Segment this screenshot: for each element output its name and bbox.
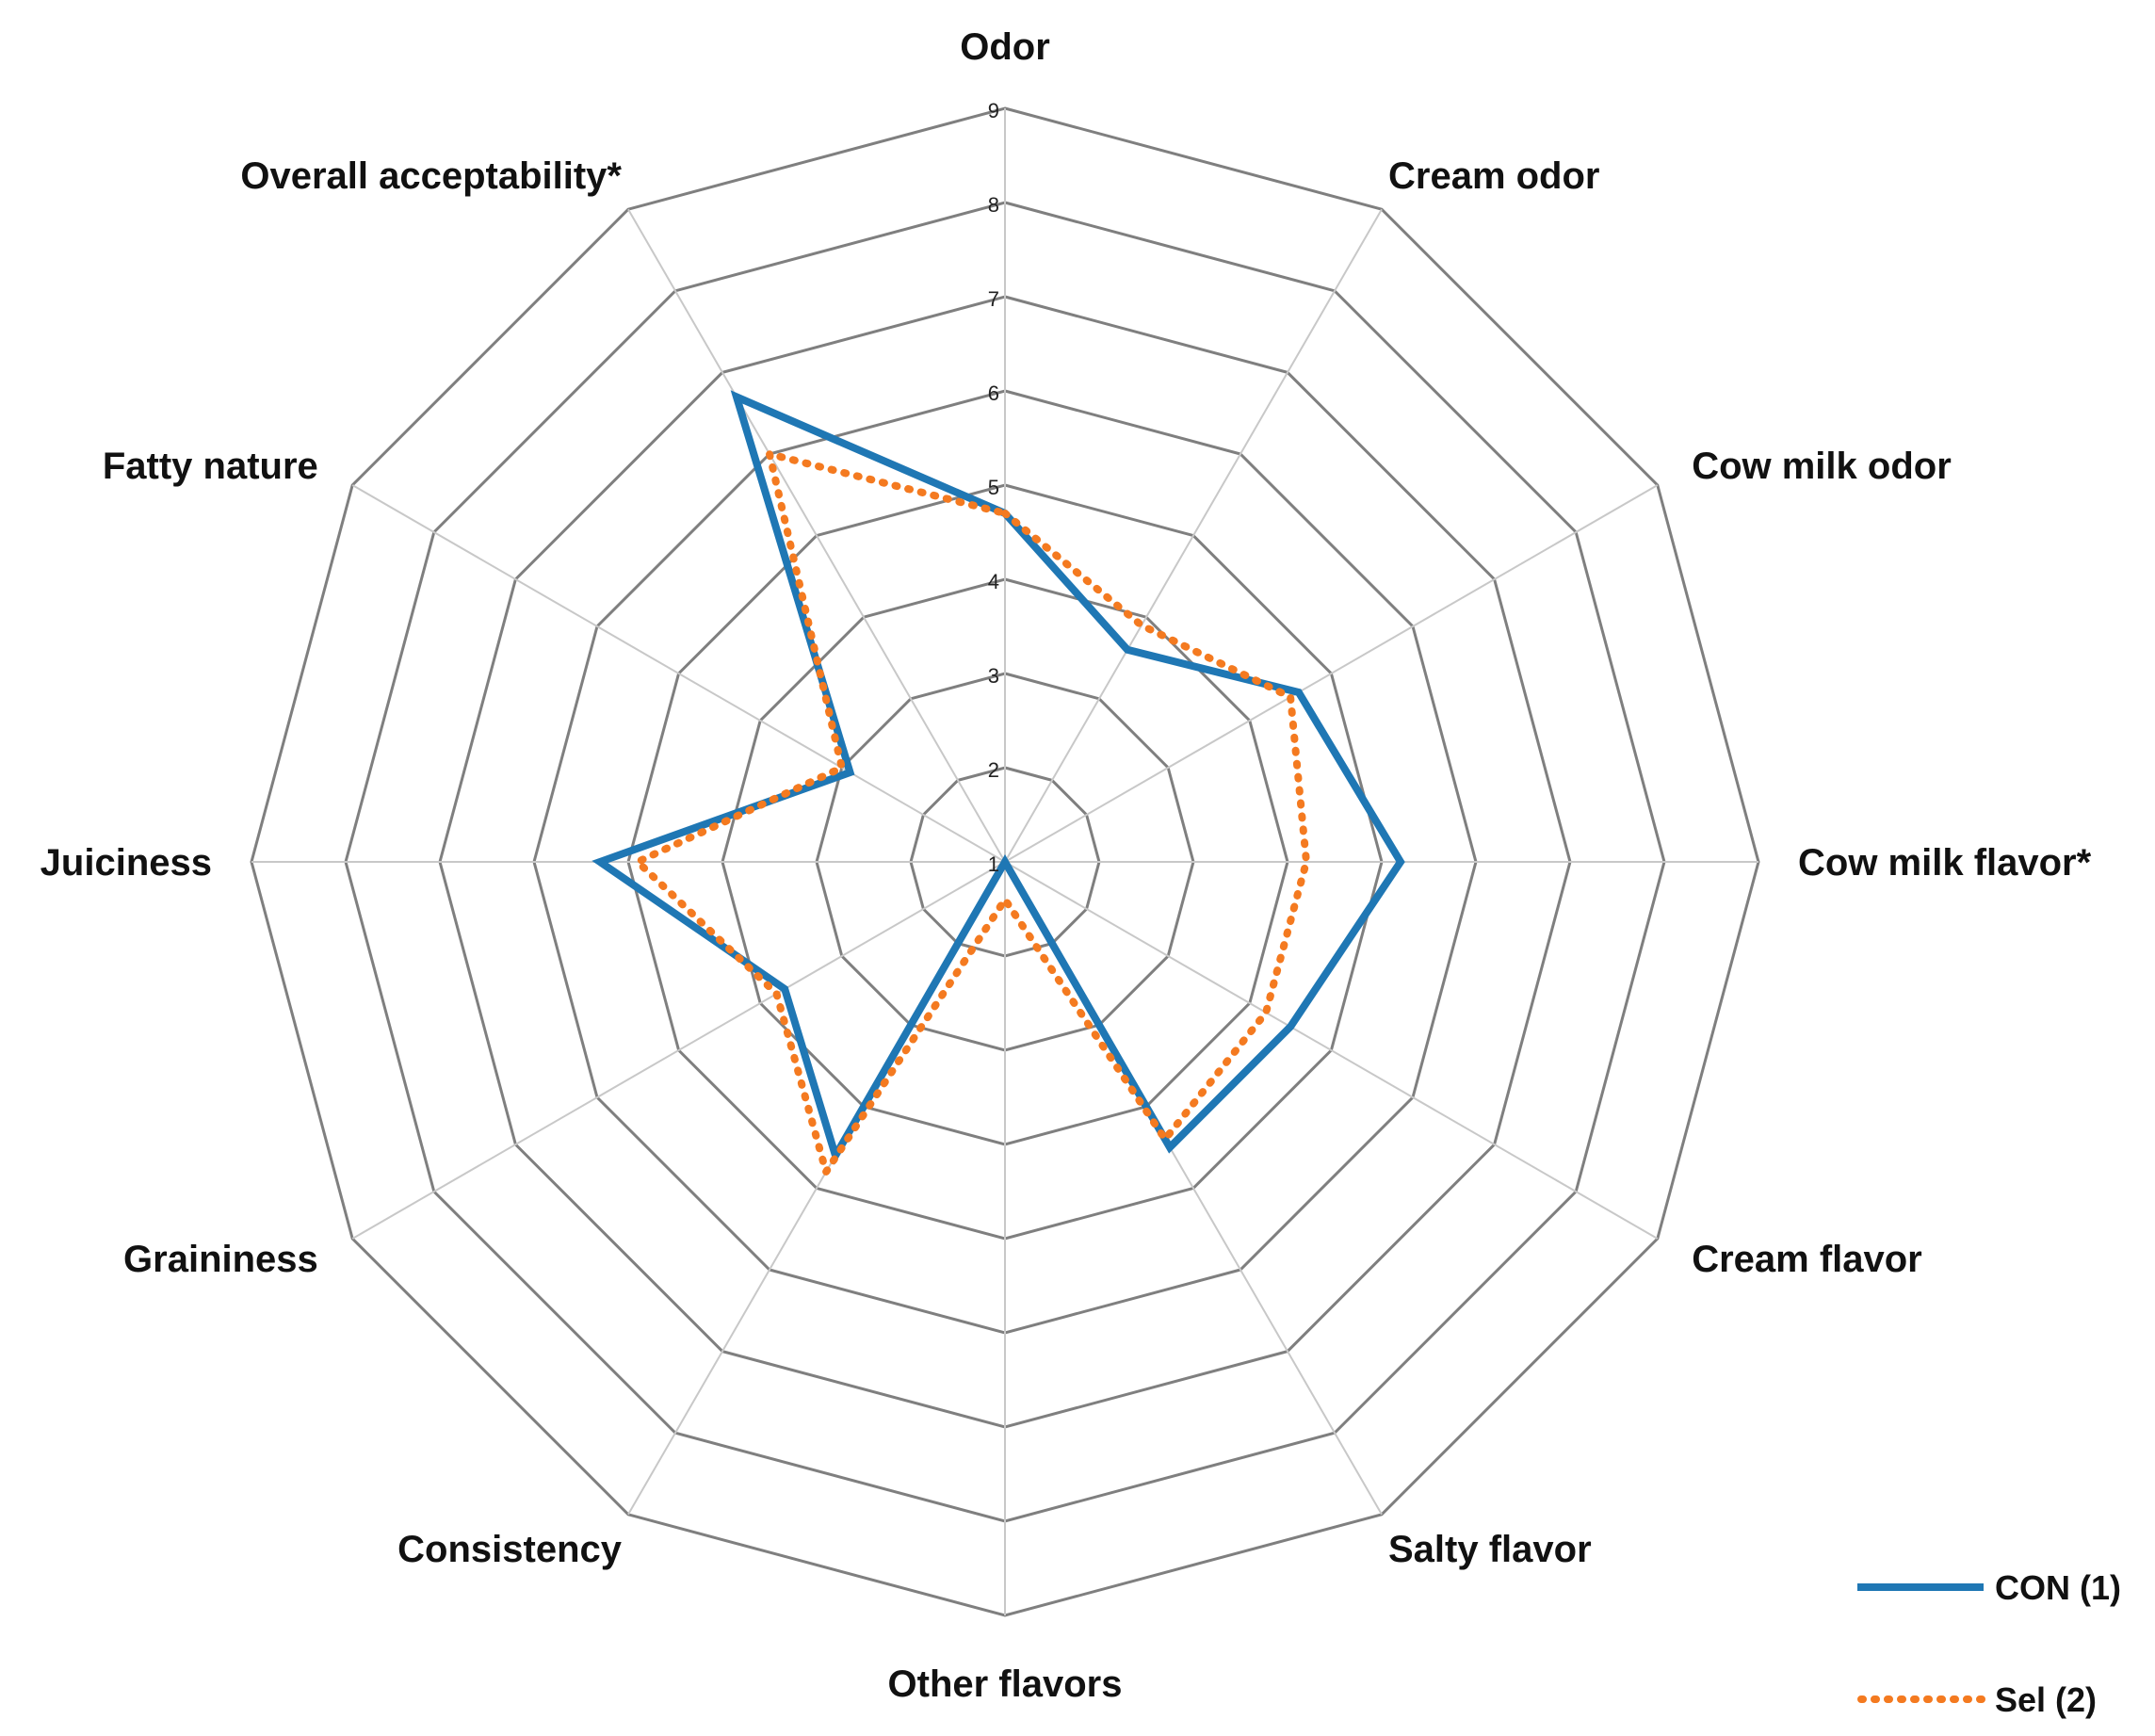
axis-labels: Odor Cream odor Cow milk odor Cow milk flav… xyxy=(41,26,2092,1705)
axis-label-5: Salty flavor xyxy=(1388,1529,1592,1570)
radial-ticks: 1 2 3 4 5 6 7 8 9 xyxy=(988,99,999,876)
r-tick-label: 7 xyxy=(988,287,999,311)
axis-label-4: Cream flavor xyxy=(1692,1239,1922,1280)
axis-label-1: Cream odor xyxy=(1388,155,1600,197)
axis-label-2: Cow milk odor xyxy=(1692,446,1952,487)
legend: CON (1) Sel (2) xyxy=(1857,1568,2121,1719)
r-tick-label: 2 xyxy=(988,758,999,782)
r-tick-label: 6 xyxy=(988,381,999,405)
axis-label-6: Other flavors xyxy=(888,1663,1123,1705)
spoke-11 xyxy=(627,208,1006,863)
axis-label-7: Consistency xyxy=(397,1529,623,1570)
r-tick-label: 1 xyxy=(988,852,999,876)
series-line-sel xyxy=(630,448,1311,1181)
series-line-con xyxy=(591,390,1405,1165)
r-tick-label: 9 xyxy=(988,99,999,122)
axis-label-11: Overall acceptability* xyxy=(240,155,622,197)
legend-label-sel: Sel (2) xyxy=(1995,1680,2097,1719)
r-tick-label: 4 xyxy=(988,570,999,593)
spoke-2 xyxy=(1004,484,1659,863)
series xyxy=(591,390,1405,1181)
spoke-8 xyxy=(351,861,1006,1240)
spoke-4 xyxy=(1004,861,1659,1240)
spokes xyxy=(251,108,1758,1615)
legend-label-con: CON (1) xyxy=(1995,1568,2121,1607)
axis-label-8: Graininess xyxy=(123,1239,318,1280)
spoke-1 xyxy=(1004,208,1383,863)
r-tick-label: 8 xyxy=(988,193,999,217)
r-tick-label: 3 xyxy=(988,664,999,688)
spoke-10 xyxy=(351,484,1006,863)
r-tick-label: 5 xyxy=(988,476,999,499)
axis-label-0: Odor xyxy=(960,26,1050,68)
axis-label-10: Fatty nature xyxy=(103,446,318,487)
axis-label-3: Cow milk flavor* xyxy=(1798,842,2092,884)
axis-label-9: Juiciness xyxy=(41,842,212,884)
